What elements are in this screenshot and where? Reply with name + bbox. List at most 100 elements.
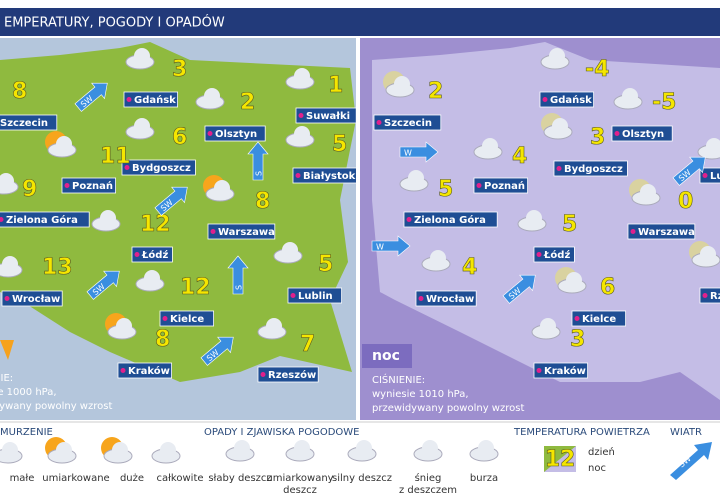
city-dot <box>630 229 636 234</box>
city-dot <box>298 113 304 118</box>
city-label: Kraków <box>544 365 586 377</box>
wind-arrow-shape <box>154 186 188 216</box>
cloud-icon <box>160 442 176 458</box>
wind-label: S <box>255 171 264 176</box>
temperature: 5 <box>562 212 577 237</box>
city-dot <box>290 293 296 298</box>
city-label: Bydgoszcz <box>132 163 191 174</box>
legend-item: umiarkowany deszcz <box>266 473 333 496</box>
cloud-icon <box>622 88 638 104</box>
city-dot <box>120 368 126 373</box>
cloud-icon <box>0 0 10 4</box>
cloud-icon <box>700 246 716 262</box>
temperature: 6 <box>172 125 187 150</box>
wind-arrow-shape <box>200 336 234 366</box>
temperature: 0 <box>678 189 693 214</box>
city-label-box <box>295 107 356 124</box>
wind-label: S <box>235 285 244 290</box>
legend-item: silny deszcz <box>332 473 392 484</box>
cloud-icon <box>116 318 132 334</box>
legend-item: całkowite <box>156 473 203 484</box>
header-bar <box>0 8 720 36</box>
cloud-icon <box>2 442 18 458</box>
city-label-box <box>539 91 594 108</box>
cloud-icon <box>294 68 310 84</box>
wind-arrow-shape <box>502 274 536 304</box>
temperature: -5 <box>652 90 676 115</box>
cloud-icon <box>56 136 72 152</box>
city-label-box <box>1 290 63 307</box>
marker <box>0 340 14 360</box>
city-label-box <box>0 211 90 228</box>
city-label: Lublin <box>710 171 720 182</box>
wind-label: W <box>376 243 384 252</box>
temperature: 2 <box>428 79 443 104</box>
cloud-icon <box>204 88 220 104</box>
legend-item: małe <box>10 473 35 484</box>
cloud-icon <box>526 210 542 226</box>
temperature: 1 <box>328 73 343 98</box>
city-dot <box>207 131 213 136</box>
legend-item: śnieg z deszczem <box>399 472 457 496</box>
cloud-icon <box>294 440 310 456</box>
city-label: Warszawa <box>638 227 695 238</box>
temperature: 12 <box>140 212 171 237</box>
city-label: Suwałki <box>306 111 350 122</box>
city-label-box <box>207 223 276 240</box>
temperature: 13 <box>42 255 73 280</box>
city-dot <box>0 217 4 222</box>
city-label-box <box>627 223 696 240</box>
cloud-icon <box>134 118 150 134</box>
wind-arrow-shape <box>672 156 706 186</box>
cloud-icon <box>706 138 720 154</box>
city-dot <box>126 97 132 102</box>
wind-arrow-shape <box>74 82 108 112</box>
city-dot <box>4 296 10 301</box>
legend-item: duże <box>120 473 144 484</box>
temperature: -4 <box>585 57 609 82</box>
city-dot <box>574 316 580 321</box>
city-label: Szczecin <box>0 118 48 129</box>
wind-arrow: W <box>371 235 411 257</box>
wind-arrow: S <box>247 141 269 181</box>
cloud-icon <box>0 173 14 189</box>
city-label: Łódź <box>141 249 168 261</box>
city-label-box <box>123 91 178 108</box>
city-label: Olsztyn <box>215 129 257 140</box>
pressure-text: przewidywany powolny wzrost <box>372 403 524 414</box>
cloud-icon <box>394 76 410 92</box>
legend-title: WIATR <box>670 427 702 438</box>
cloud-icon <box>112 442 128 458</box>
night-tag <box>362 344 412 368</box>
temperature: 4 <box>512 144 527 169</box>
city-dot <box>124 165 130 170</box>
wind-arrow: SW <box>86 270 120 300</box>
wind-arrow-shape <box>247 141 269 181</box>
city-label-box <box>415 290 477 307</box>
city-label-box <box>611 125 673 142</box>
cloud-icon <box>56 442 72 458</box>
legend-wind-arrow <box>670 442 712 480</box>
city-label-box <box>373 114 442 131</box>
city-dot <box>418 296 424 301</box>
temperature: 3 <box>590 125 605 150</box>
city-dot <box>702 293 708 298</box>
city-dot <box>702 173 708 178</box>
legend-title: OPADY I ZJAWISKA POGODOWE <box>204 427 359 438</box>
temperature: 8 <box>12 79 27 104</box>
city-label: Szczecin <box>384 118 432 129</box>
cloud-icon <box>478 440 494 456</box>
wind-arrow-shape <box>227 255 249 295</box>
cloud-icon <box>549 48 565 64</box>
cloud-icon <box>144 270 160 286</box>
temperature: 5 <box>332 132 347 157</box>
cloud-icon <box>0 0 14 9</box>
city-label: Kielce <box>170 314 204 325</box>
city-label-box <box>287 287 342 304</box>
pressure-title: CIŚNIENIE: <box>0 371 13 384</box>
city-label-box <box>61 177 116 194</box>
cloud-icon <box>234 440 250 456</box>
night-layer: 2 Szczecin -4 Gdańsk -5 Olsztyn 3 Bydgoszcz 4 Poz… <box>371 48 720 379</box>
